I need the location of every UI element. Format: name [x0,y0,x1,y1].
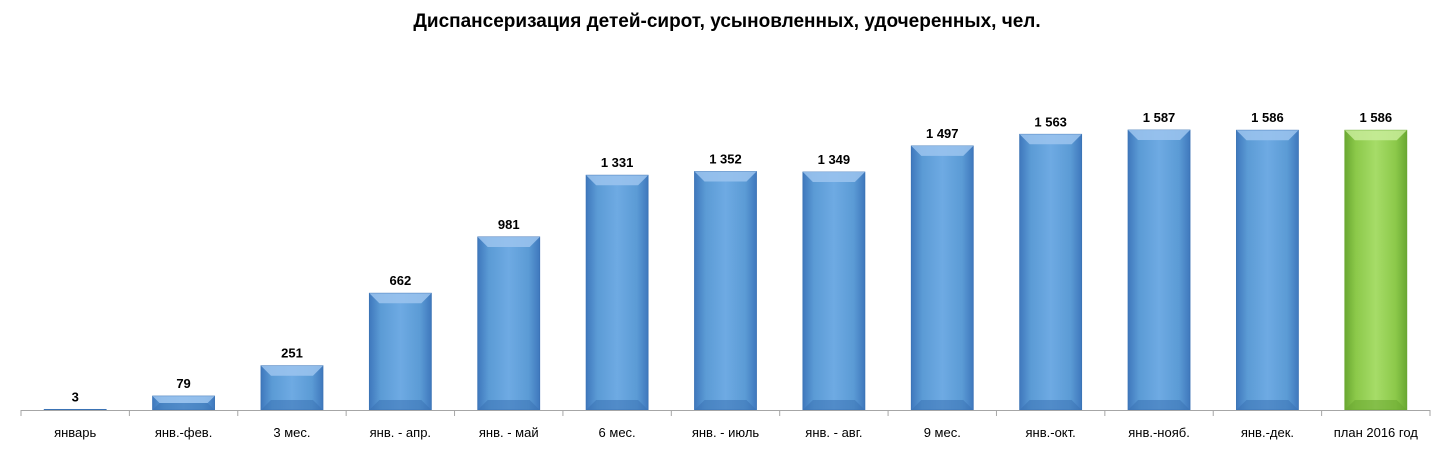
bar-bottom-bevel [1236,400,1299,410]
bar-top-bevel [1128,130,1191,141]
bar [585,174,649,411]
bar-bottom-bevel [260,400,323,410]
value-label: 1 331 [601,155,634,170]
category-label: янв.-дек. [1241,425,1294,440]
bar [1236,129,1299,411]
bar [260,365,324,411]
bar-bottom-bevel [1128,400,1191,410]
bar-bottom-bevel [911,400,974,410]
category-label: план 2016 год [1334,425,1419,440]
bar-body [585,174,649,411]
bar [694,171,757,411]
bar-top-bevel [802,172,865,183]
bar-top-bevel [694,171,757,182]
value-label: 1 563 [1034,114,1067,129]
value-label: 1 586 [1251,110,1284,125]
bar-top-bevel [1236,130,1299,141]
bar-body [43,408,107,411]
bar-top-bevel [152,396,215,404]
value-label: 1 586 [1360,110,1393,125]
value-label: 662 [389,273,411,288]
bar [43,408,107,411]
category-label: янв. - июль [692,425,760,440]
category-label: январь [54,425,96,440]
x-axis [20,410,1431,416]
bar-body [368,292,432,411]
category-label: янв. - апр. [370,425,431,440]
category-label: янв.-окт. [1026,425,1076,440]
bar-bottom-bevel [586,400,649,410]
value-label: 79 [176,376,190,391]
bar-body [1127,129,1191,411]
bar-body [1344,129,1408,411]
category-label: 3 мес. [273,425,310,440]
bar-top-bevel [477,236,540,247]
bar-top-bevel [1344,130,1407,141]
category-label: 6 мес. [599,425,636,440]
category-label: 9 мес. [924,425,961,440]
bar-body [802,171,866,411]
bar-bottom-bevel [477,400,540,410]
category-label: янв.-фев. [155,425,213,440]
bar-bottom-bevel [369,400,432,410]
bar-top-bevel [260,365,323,376]
value-label: 3 [72,389,79,404]
bar-top-bevel [911,145,974,156]
value-label: 1 352 [709,152,742,167]
category-label: янв.-нояб. [1128,425,1190,440]
bar-bottom-bevel [152,403,215,410]
value-label: 1 349 [818,152,851,167]
bar-top-bevel [369,293,432,304]
value-label: 981 [498,217,520,232]
bar-body [694,171,757,411]
value-label: 1 587 [1143,110,1176,125]
bar-top-bevel [1019,134,1082,145]
bar-top-bevel [586,175,649,186]
bar [802,171,866,411]
bar [477,236,541,411]
bar-plan [1344,129,1408,411]
bar-body [1019,133,1083,411]
bar [152,395,215,411]
value-label: 1 497 [926,126,959,141]
value-label: 251 [281,346,303,361]
bar [910,145,974,411]
bar-bottom-bevel [802,400,865,410]
category-label: янв. - май [479,425,539,440]
bar-bottom-bevel [1344,400,1407,410]
bar-bottom-bevel [1019,400,1082,410]
bar [1019,133,1083,411]
bar [368,292,432,411]
chart-title: Диспансеризация детей-сирот, усыновленны… [413,11,1041,32]
bar-bottom-bevel [694,400,757,410]
bar-body [910,145,974,411]
category-label: янв. - авг. [805,425,862,440]
bar-body [1236,129,1299,411]
bar [1127,129,1191,411]
bars-layer [43,129,1408,411]
bar-body [477,236,541,411]
labels-layer: 3 январь 79 янв.-фев. 251 3 мес. 662 янв. - апр… [54,110,1418,440]
